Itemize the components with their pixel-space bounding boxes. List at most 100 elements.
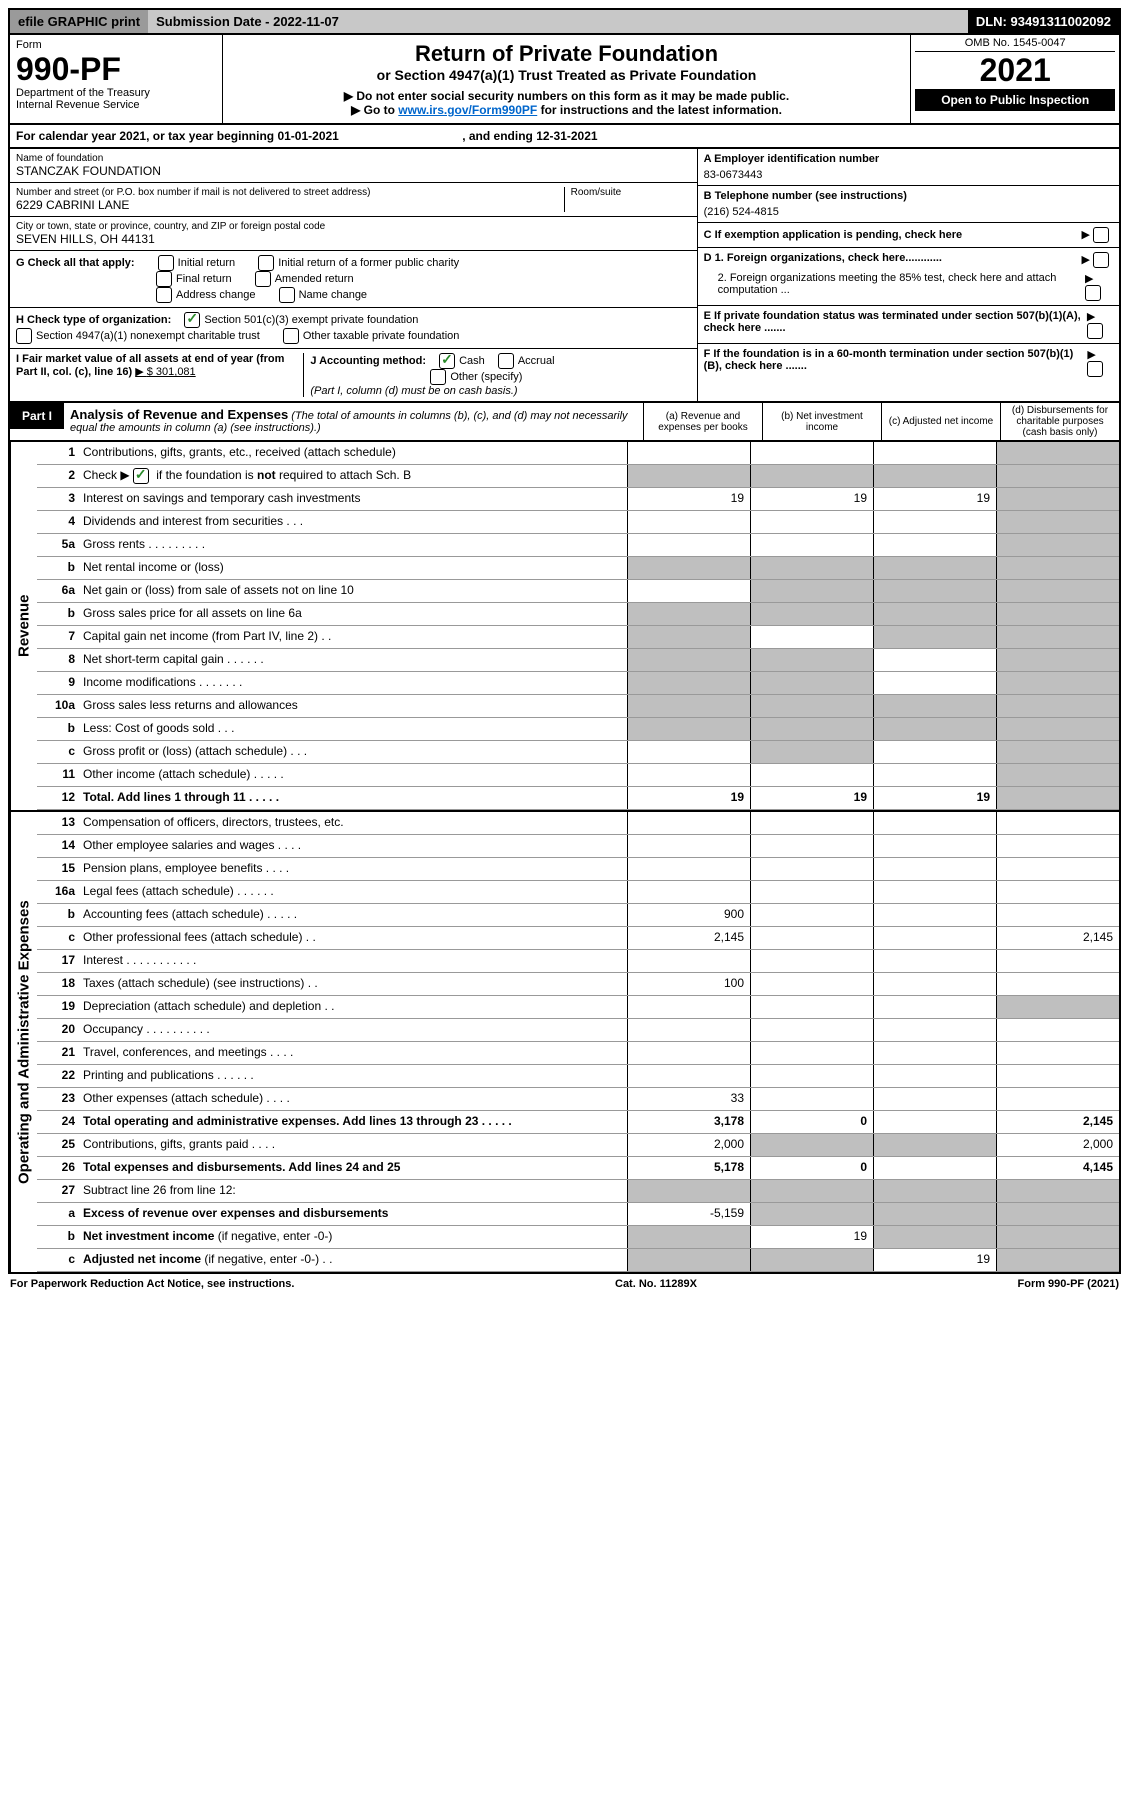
address-value: 6229 CABRINI LANE bbox=[16, 198, 564, 212]
expenses-table: Operating and Administrative Expenses 13… bbox=[8, 812, 1121, 1274]
opt-initial: Initial return bbox=[178, 257, 235, 269]
cell-a: 2,145 bbox=[627, 927, 750, 949]
row-desc: Total expenses and disbursements. Add li… bbox=[79, 1157, 627, 1179]
room-label: Room/suite bbox=[571, 187, 691, 198]
other-taxable-checkbox[interactable] bbox=[283, 328, 299, 344]
opt-name: Name change bbox=[299, 289, 368, 301]
row-desc: Contributions, gifts, grants, etc., rece… bbox=[79, 442, 627, 464]
cell-a: 3,178 bbox=[627, 1111, 750, 1133]
cell-a bbox=[627, 511, 750, 533]
cell-c bbox=[873, 442, 996, 464]
opt-501c3: Section 501(c)(3) exempt private foundat… bbox=[204, 314, 418, 326]
cell-b bbox=[750, 511, 873, 533]
cell-b bbox=[750, 672, 873, 694]
e-checkbox[interactable] bbox=[1087, 323, 1103, 339]
table-row: cGross profit or (loss) (attach schedule… bbox=[37, 741, 1119, 764]
cell-d bbox=[996, 1042, 1119, 1064]
cell-c bbox=[873, 1042, 996, 1064]
cell-d bbox=[996, 580, 1119, 602]
row-num: 13 bbox=[37, 812, 79, 834]
opt-other-tax: Other taxable private foundation bbox=[303, 330, 460, 342]
cell-d bbox=[996, 488, 1119, 510]
cell-d bbox=[996, 950, 1119, 972]
row-num: 26 bbox=[37, 1157, 79, 1179]
dln-label: DLN: 93491311002092 bbox=[968, 10, 1119, 33]
address-change-checkbox[interactable] bbox=[156, 287, 172, 303]
row-num: b bbox=[37, 557, 79, 579]
col-a-header: (a) Revenue and expenses per books bbox=[643, 403, 762, 440]
form-title: Return of Private Foundation bbox=[229, 41, 905, 67]
cell-a bbox=[627, 649, 750, 671]
cell-c bbox=[873, 649, 996, 671]
name-change-checkbox[interactable] bbox=[279, 287, 295, 303]
table-row: 25Contributions, gifts, grants paid . . … bbox=[37, 1134, 1119, 1157]
f-label: F If the foundation is in a 60-month ter… bbox=[704, 348, 1088, 377]
cell-c bbox=[873, 881, 996, 903]
row-num: 12 bbox=[37, 787, 79, 809]
row-desc: Net gain or (loss) from sale of assets n… bbox=[79, 580, 627, 602]
cell-d bbox=[996, 904, 1119, 926]
row-num: 25 bbox=[37, 1134, 79, 1156]
cell-b bbox=[750, 1180, 873, 1202]
cell-b bbox=[750, 580, 873, 602]
row-num: 9 bbox=[37, 672, 79, 694]
form-word: Form bbox=[16, 39, 216, 51]
cell-a bbox=[627, 1180, 750, 1202]
cell-c bbox=[873, 626, 996, 648]
cell-c bbox=[873, 718, 996, 740]
foundation-name: STANCZAK FOUNDATION bbox=[16, 164, 691, 178]
amended-checkbox[interactable] bbox=[255, 271, 271, 287]
initial-public-checkbox[interactable] bbox=[258, 255, 274, 271]
opt-cash: Cash bbox=[459, 355, 485, 367]
row-desc: Subtract line 26 from line 12: bbox=[79, 1180, 627, 1202]
exemption-checkbox[interactable] bbox=[1093, 227, 1109, 243]
cell-c bbox=[873, 973, 996, 995]
note-ssn: ▶ Do not enter social security numbers o… bbox=[229, 89, 905, 103]
cell-a bbox=[627, 741, 750, 763]
cell-c bbox=[873, 511, 996, 533]
initial-return-checkbox[interactable] bbox=[158, 255, 174, 271]
row-desc: Check ▶ if the foundation is not require… bbox=[79, 465, 627, 487]
table-row: 11Other income (attach schedule) . . . .… bbox=[37, 764, 1119, 787]
footer-mid: Cat. No. 11289X bbox=[615, 1278, 697, 1290]
cell-a bbox=[627, 442, 750, 464]
row-desc: Interest on savings and temporary cash i… bbox=[79, 488, 627, 510]
row-desc: Pension plans, employee benefits . . . . bbox=[79, 858, 627, 880]
cell-c bbox=[873, 764, 996, 786]
final-return-checkbox[interactable] bbox=[156, 271, 172, 287]
cell-c: 19 bbox=[873, 1249, 996, 1271]
row-desc: Other employee salaries and wages . . . … bbox=[79, 835, 627, 857]
table-row: 7Capital gain net income (from Part IV, … bbox=[37, 626, 1119, 649]
h-label: H Check type of organization: bbox=[16, 314, 171, 326]
table-row: 22Printing and publications . . . . . . bbox=[37, 1065, 1119, 1088]
4947-checkbox[interactable] bbox=[16, 328, 32, 344]
501c3-checkbox[interactable] bbox=[184, 312, 200, 328]
cell-b bbox=[750, 534, 873, 556]
cell-d bbox=[996, 1088, 1119, 1110]
f-checkbox[interactable] bbox=[1087, 361, 1103, 377]
cell-b bbox=[750, 1065, 873, 1087]
cash-checkbox[interactable] bbox=[439, 353, 455, 369]
row-num: 7 bbox=[37, 626, 79, 648]
cell-b bbox=[750, 927, 873, 949]
other-specify-checkbox[interactable] bbox=[430, 369, 446, 385]
row-num: 6a bbox=[37, 580, 79, 602]
row-num: b bbox=[37, 603, 79, 625]
calendar-year-bar: For calendar year 2021, or tax year begi… bbox=[8, 125, 1121, 149]
cell-c bbox=[873, 534, 996, 556]
i-value: $ 301,081 bbox=[135, 366, 195, 378]
col-b-header: (b) Net investment income bbox=[762, 403, 881, 440]
cell-b: 0 bbox=[750, 1111, 873, 1133]
table-row: 21Travel, conferences, and meetings . . … bbox=[37, 1042, 1119, 1065]
accrual-checkbox[interactable] bbox=[498, 353, 514, 369]
opt-addr: Address change bbox=[176, 289, 256, 301]
cell-c bbox=[873, 557, 996, 579]
form-link[interactable]: www.irs.gov/Form990PF bbox=[398, 103, 537, 117]
phone-label: B Telephone number (see instructions) bbox=[704, 190, 1113, 202]
cell-b bbox=[750, 764, 873, 786]
cell-a bbox=[627, 1065, 750, 1087]
d2-checkbox[interactable] bbox=[1085, 285, 1101, 301]
top-bar: efile GRAPHIC print Submission Date - 20… bbox=[8, 8, 1121, 35]
d1-checkbox[interactable] bbox=[1093, 252, 1109, 268]
cell-a: 900 bbox=[627, 904, 750, 926]
